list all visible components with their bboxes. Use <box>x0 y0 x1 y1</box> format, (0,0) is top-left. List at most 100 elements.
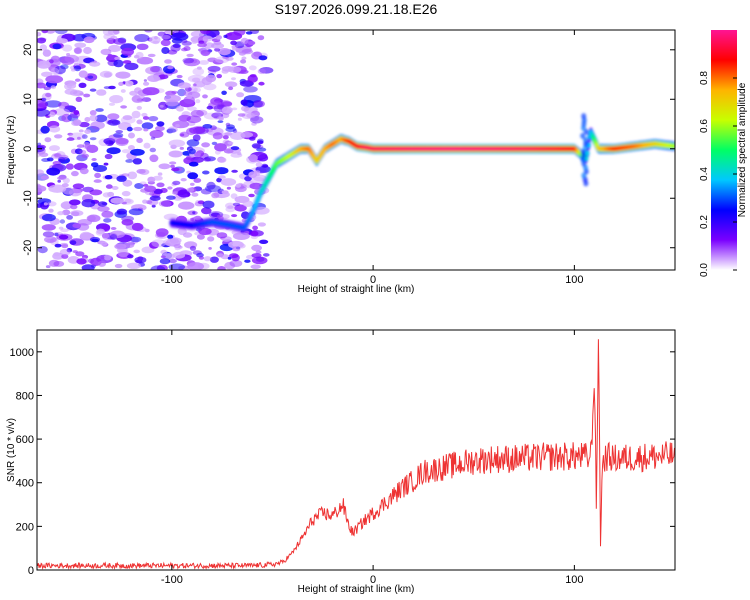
noise-speckle <box>42 49 52 57</box>
noise-speckle <box>83 93 91 98</box>
noise-speckle <box>37 169 44 176</box>
noise-speckle <box>37 198 52 205</box>
noise-speckle <box>191 192 199 197</box>
colorbar-tick-label: 0.4 <box>699 167 710 181</box>
noise-speckle <box>217 253 224 258</box>
noise-speckle <box>150 265 166 270</box>
noise-speckle <box>236 92 245 98</box>
noise-speckle <box>136 137 143 144</box>
noise-speckle <box>187 262 205 270</box>
noise-speckle <box>240 99 248 106</box>
noise-speckle <box>72 223 82 229</box>
noise-speckle <box>215 56 230 64</box>
noise-speckle <box>116 208 128 215</box>
noise-speckle <box>107 113 120 120</box>
noise-speckle <box>83 46 92 55</box>
noise-speckle <box>156 182 165 188</box>
noise-speckle <box>169 161 177 165</box>
noise-speckle <box>149 154 159 163</box>
noise-speckle <box>87 75 94 79</box>
noise-speckle <box>43 86 51 91</box>
noise-speckle <box>37 37 47 44</box>
noise-speckle <box>225 31 243 41</box>
noise-speckle <box>108 120 114 124</box>
y-tick-label: -20 <box>22 240 34 256</box>
noise-speckle <box>251 253 262 258</box>
noise-speckle <box>177 189 190 198</box>
noise-speckle <box>190 182 195 186</box>
noise-speckle <box>188 148 196 155</box>
noise-speckle <box>168 263 186 270</box>
y-tick-label: 10 <box>22 93 34 105</box>
noise-speckle <box>181 47 188 52</box>
snr-y-axis-label: SNR (10 * v/v) <box>6 418 17 482</box>
noise-speckle <box>238 243 246 249</box>
noise-speckle <box>41 213 56 222</box>
noise-speckle <box>217 157 227 163</box>
noise-speckle <box>49 59 54 64</box>
y-tick-label: 0 <box>28 565 34 577</box>
noise-speckle <box>129 90 139 96</box>
noise-speckle <box>250 264 261 270</box>
noise-speckle <box>134 256 147 264</box>
noise-speckle <box>95 108 104 112</box>
noise-speckle <box>220 101 233 107</box>
snr-panel: -100 0 100 0 200 400 600 800 1000 Height of str… <box>6 329 676 595</box>
noise-speckle <box>61 44 73 52</box>
noise-speckle <box>84 143 92 149</box>
noise-speckle <box>120 105 127 109</box>
noise-speckle <box>142 199 148 204</box>
noise-speckle <box>89 110 97 116</box>
noise-speckle <box>117 249 129 258</box>
noise-speckle <box>44 137 52 143</box>
noise-speckle <box>217 266 226 270</box>
noise-speckle <box>225 126 237 133</box>
noise-speckle <box>150 136 156 140</box>
noise-speckle <box>141 122 154 130</box>
noise-speckle <box>101 210 114 218</box>
noise-speckle <box>202 94 208 99</box>
colorbar-tick-label: 0.0 <box>699 263 710 277</box>
noise-speckle <box>249 30 259 34</box>
noise-speckle <box>203 83 217 91</box>
noise-speckle <box>192 83 197 87</box>
noise-speckle <box>54 232 59 237</box>
noise-speckle <box>176 105 184 112</box>
noise-speckle <box>195 99 201 104</box>
noise-speckle <box>221 132 231 137</box>
noise-speckle <box>190 156 204 163</box>
noise-speckle <box>176 74 183 79</box>
spectrogram-y-axis-label: Frequency (Hz) <box>6 116 17 185</box>
noise-speckle <box>96 228 105 235</box>
noise-speckle <box>207 236 215 242</box>
colorbar-tick-label: 0.8 <box>699 71 710 85</box>
noise-speckle <box>246 113 256 119</box>
noise-speckle <box>66 137 75 141</box>
noise-speckle <box>64 88 78 95</box>
noise-speckle <box>255 161 263 168</box>
noise-speckle <box>126 262 141 269</box>
noise-speckle <box>91 264 96 268</box>
noise-speckle <box>230 193 238 199</box>
noise-speckle <box>103 254 112 261</box>
noise-speckle <box>74 42 87 48</box>
noise-speckle <box>230 146 240 151</box>
noise-speckle <box>230 40 238 46</box>
noise-speckle <box>78 70 88 78</box>
noise-speckle <box>179 146 184 150</box>
spectrogram-x-ticks: -100 0 100 <box>161 30 584 286</box>
noise-speckle <box>257 35 265 41</box>
noise-speckle <box>216 74 222 79</box>
noise-speckle <box>59 219 66 224</box>
noise-speckle <box>187 172 199 180</box>
noise-speckle <box>60 56 75 65</box>
snr-frame <box>36 329 676 571</box>
noise-speckle <box>83 36 95 44</box>
noise-speckle <box>103 218 112 223</box>
noise-speckle <box>160 249 168 255</box>
y-tick-label: -10 <box>22 190 34 206</box>
noise-speckle <box>100 48 112 56</box>
noise-speckle <box>54 30 68 35</box>
noise-speckle <box>231 47 237 51</box>
